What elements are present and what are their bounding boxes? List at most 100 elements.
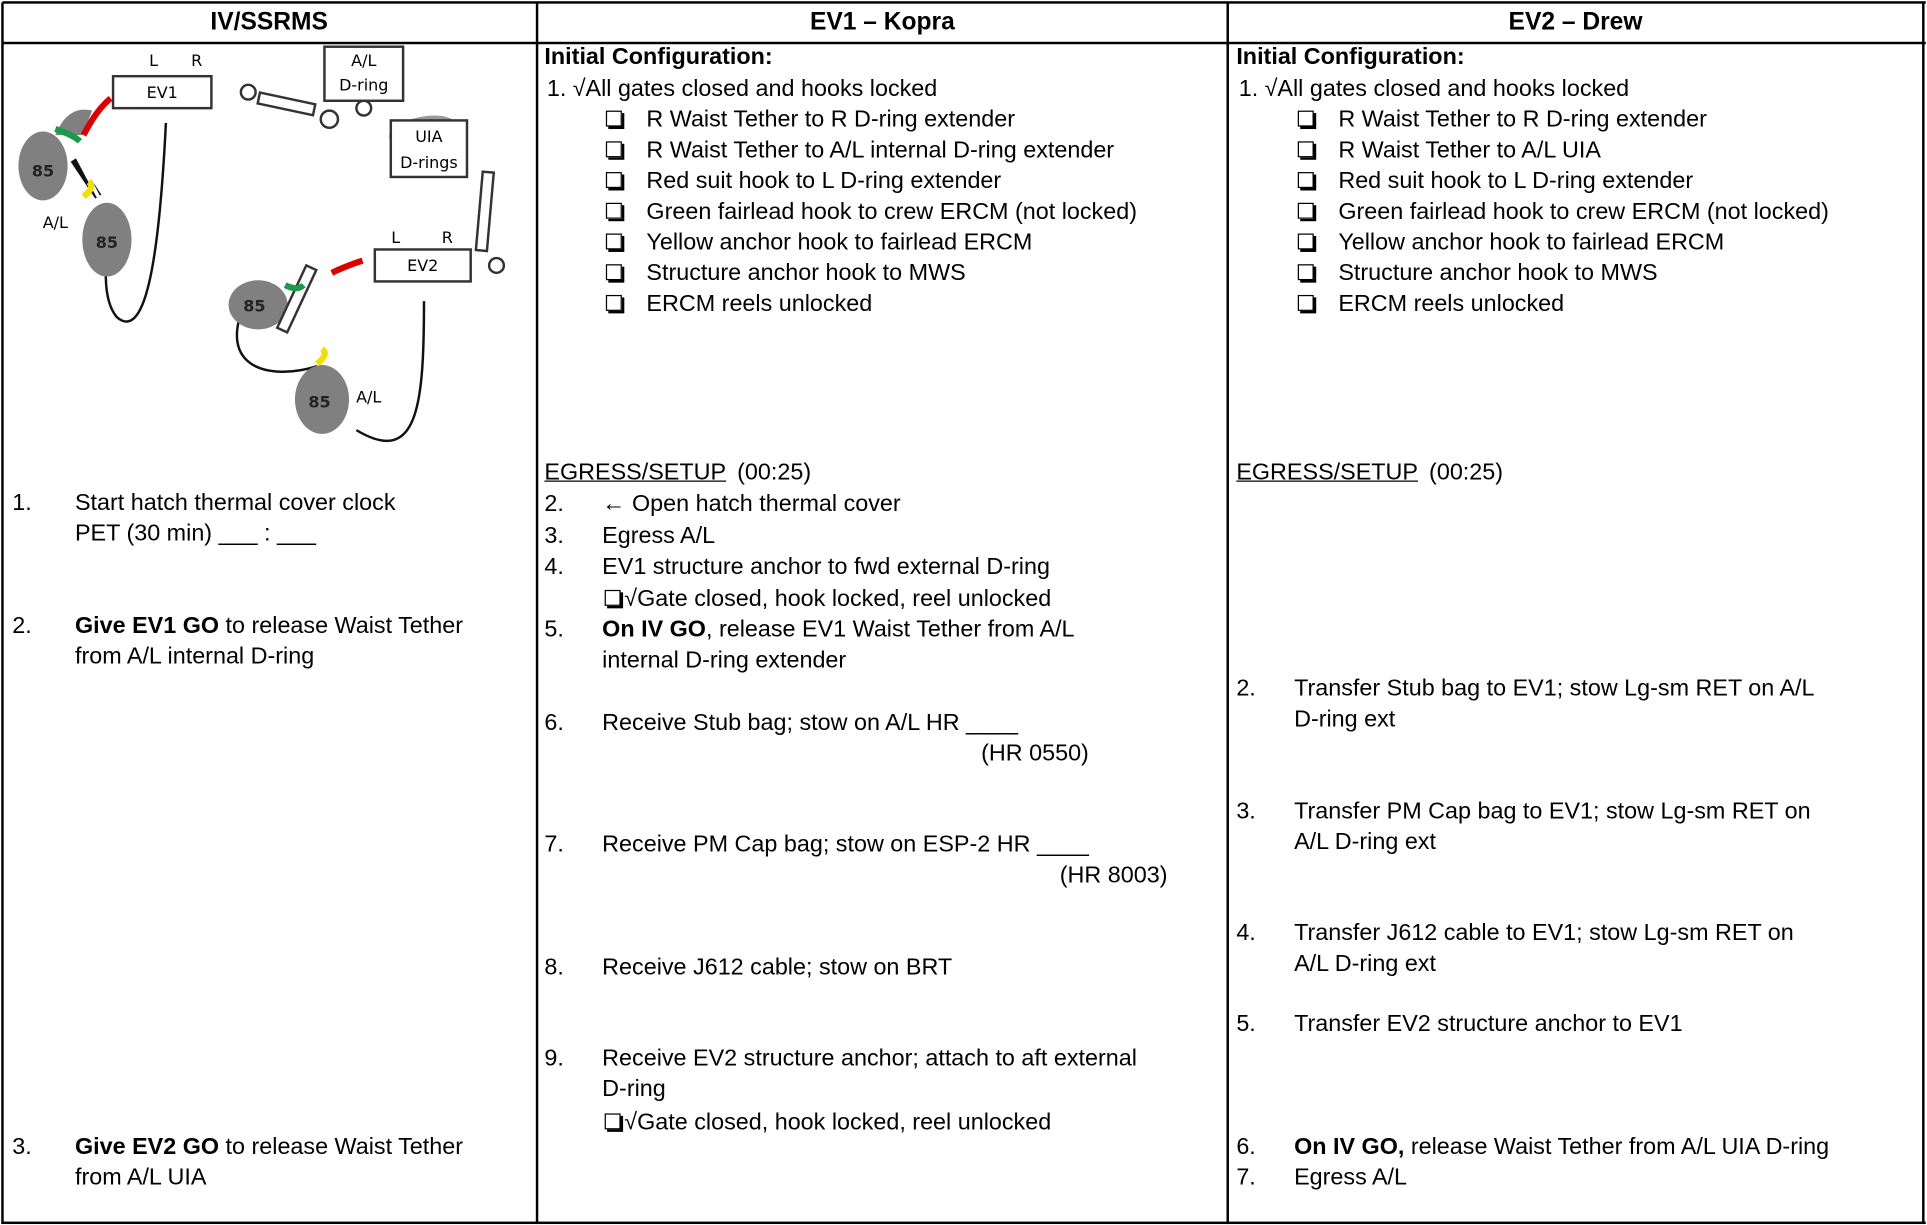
- step-text: Receive EV2 structure anchor; attach to …: [602, 1045, 1137, 1072]
- step-text: to release Waist Tether: [219, 612, 464, 639]
- step-bold: Give EV1 GO: [74, 612, 220, 639]
- step-text: Transfer J612 cable to EV1; stow Lg-sm R…: [1294, 919, 1794, 946]
- checklist-item: ERCM reels unlocked: [646, 290, 873, 317]
- step-text: Receive J612 cable; stow on BRT: [602, 954, 953, 981]
- checkbox: [604, 589, 621, 606]
- checkbox: [605, 233, 622, 250]
- checkbox: [1297, 141, 1314, 158]
- step-text: D-ring: [602, 1076, 666, 1103]
- diagram-label: R: [191, 51, 202, 70]
- step-text: , release EV1 Waist Tether from A/L: [705, 616, 1075, 643]
- diagram-label: EV1: [147, 83, 178, 102]
- step-number: 9.: [544, 1045, 564, 1072]
- diagram-label: L: [149, 51, 158, 70]
- step-number: 1.: [1238, 75, 1259, 102]
- checklist-item: Yellow anchor hook to fairlead ERCM: [1338, 229, 1725, 256]
- step-number: 2.: [544, 490, 564, 517]
- column-header: EV2 – Drew: [1508, 8, 1643, 36]
- checkbox: [1297, 110, 1314, 127]
- checkbox: [1297, 294, 1314, 311]
- diagram-label: L: [391, 228, 400, 247]
- checkbox: [605, 202, 622, 219]
- diagram-label: EV2: [407, 256, 438, 275]
- step-number: 1.: [546, 75, 567, 102]
- checkbox: [605, 110, 622, 127]
- checkbox: [605, 141, 622, 158]
- column-header: EV1 – Kopra: [809, 8, 955, 36]
- diagram-label: 85: [32, 162, 54, 181]
- step-text: √All gates closed and hooks locked: [1264, 75, 1630, 102]
- step-text: ← Open hatch thermal cover: [602, 490, 901, 517]
- checklist-item: Red suit hook to L D-ring extender: [646, 167, 1002, 194]
- border: [1, 2, 4, 1225]
- diagram-label: R: [442, 228, 453, 247]
- checklist-item: Structure anchor hook to MWS: [1338, 259, 1658, 286]
- phase-title: EGRESS/SETUP: [544, 459, 727, 485]
- checklist-item: R Waist Tether to A/L internal D-ring ex…: [646, 137, 1115, 163]
- step-text: PET (30 min) ___ : ___: [74, 521, 316, 547]
- step-number: 8.: [544, 954, 564, 981]
- checklist-item: R Waist Tether to R D-ring extender: [1338, 106, 1707, 133]
- diagram-label: 85: [308, 393, 330, 412]
- column-header: IV/SSRMS: [210, 8, 328, 36]
- section-title: Initial Configuration:: [544, 43, 773, 70]
- step-number: 3.: [1236, 798, 1256, 825]
- step-text: Transfer PM Cap bag to EV1; stow Lg-sm R…: [1294, 798, 1811, 825]
- border: [1922, 2, 1925, 1225]
- step-text: Start hatch thermal cover clock: [74, 489, 396, 516]
- checklist-item: R Waist Tether to A/L UIA: [1338, 137, 1601, 163]
- step-text: Egress A/L: [1294, 1164, 1408, 1191]
- step-line: On IV GO, release Waist Tether from A/L …: [1294, 1131, 1829, 1162]
- step-text: from A/L internal D-ring: [74, 643, 315, 670]
- step-text: Transfer EV2 structure anchor to EV1: [1294, 1010, 1683, 1037]
- tether-diagram: L R EV1 A/L D-ring UIA D-rings 85 85 A/L 85 85 A/L L R…: [18, 45, 506, 443]
- sub-check: √Gate closed, hook locked, reel unlocked: [624, 585, 1052, 612]
- phase-title: EGRESS/SETUP: [1236, 459, 1418, 485]
- reference: (HR 0550): [981, 740, 1089, 767]
- step-number: 5.: [544, 616, 564, 643]
- phase-time: (00:25): [737, 459, 812, 485]
- checkbox: [605, 294, 622, 311]
- checklist-item: Structure anchor hook to MWS: [646, 259, 966, 286]
- step-number: 3.: [12, 1133, 32, 1160]
- step-bold: On IV GO: [602, 616, 706, 643]
- step-number: 6.: [544, 709, 564, 736]
- diagram-label: 85: [96, 233, 118, 252]
- step-bold: Give EV2 GO: [74, 1133, 220, 1160]
- step-number: 7.: [544, 831, 564, 858]
- checkbox: [605, 172, 622, 189]
- checklist-item: R Waist Tether to R D-ring extender: [646, 106, 1015, 133]
- step-line: On IV GO, release EV1 Waist Tether from …: [602, 614, 1074, 645]
- checklist-item: Green fairlead hook to crew ERCM (not lo…: [1338, 198, 1829, 225]
- step-number: 4.: [544, 553, 564, 580]
- diagram-label: A/L: [43, 213, 68, 232]
- step-number: 1.: [12, 489, 32, 516]
- step-number: 5.: [1236, 1010, 1256, 1037]
- step-text: to release Waist Tether: [219, 1133, 464, 1160]
- checkbox: [604, 1113, 621, 1130]
- step-text: Transfer Stub bag to EV1; stow Lg-sm RET…: [1294, 675, 1815, 702]
- step-text: release Waist Tether from A/L UIA D-ring: [1404, 1133, 1830, 1160]
- diagram-label: UIA: [415, 127, 442, 146]
- checklist-item: Red suit hook to L D-ring extender: [1338, 167, 1694, 194]
- diagram-label: 85: [243, 297, 265, 316]
- diagram-label: D-ring: [339, 76, 388, 95]
- phase-time: (00:25): [1429, 459, 1504, 485]
- diagram-label: A/L: [351, 51, 376, 70]
- sub-check: √Gate closed, hook locked, reel unlocked: [624, 1109, 1052, 1135]
- step-number: 6.: [1236, 1133, 1256, 1160]
- step-number: 7.: [1236, 1164, 1256, 1191]
- step-text: A/L D-ring ext: [1294, 829, 1436, 856]
- step-text: D-ring ext: [1294, 706, 1396, 733]
- checklist-item: Yellow anchor hook to fairlead ERCM: [646, 229, 1033, 256]
- step-text: Egress A/L: [602, 522, 716, 549]
- step-text: Receive PM Cap bag; stow on ESP-2 HR ___…: [602, 831, 1089, 858]
- step-number: 3.: [544, 522, 564, 549]
- border: [1226, 2, 1229, 1225]
- checkbox: [1297, 233, 1314, 250]
- step-text: Receive Stub bag; stow on A/L HR ____: [602, 709, 1018, 736]
- step-number: 2.: [1236, 675, 1256, 702]
- phase-heading: EGRESS/SETUP (00:25): [544, 457, 811, 488]
- step-text: A/L D-ring ext: [1294, 951, 1436, 978]
